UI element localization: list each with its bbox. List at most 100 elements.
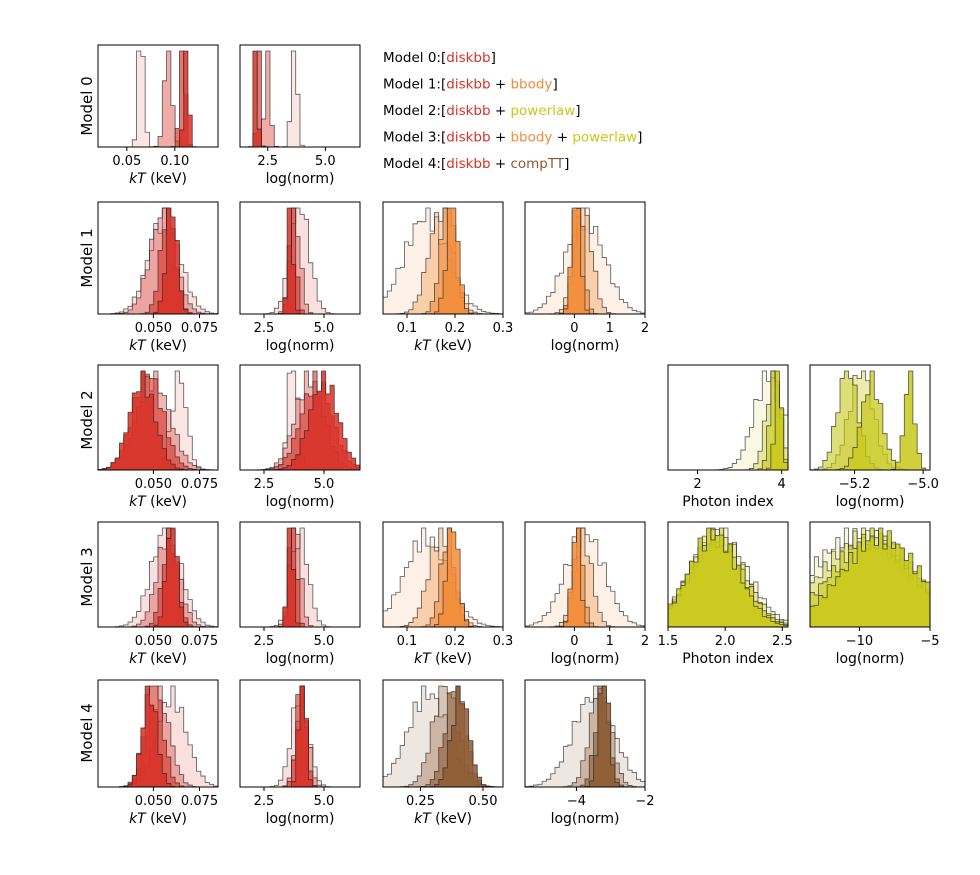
panel-frame [97, 521, 219, 628]
x-tick-label: 1 [606, 634, 614, 649]
panel-r4-c2: 0.25 0.50 kT (keV) [382, 679, 504, 827]
x-tick-label: −4 [567, 794, 586, 809]
x-tick-label: −5.0 [907, 477, 939, 492]
panel-frame [524, 521, 646, 628]
x-tick-label: 0.2 [445, 321, 466, 336]
x-axis-label: log(norm) [266, 338, 335, 354]
panel-frame [239, 364, 361, 471]
x-tick-label: 2.0 [715, 634, 736, 649]
legend: Model 0:[diskbb] Model 1:[diskbb + bbody]… [383, 50, 642, 172]
panel-r3-c4: 1.5 2.0 2.5 Photon index [658, 521, 793, 667]
x-tick-label: 5.0 [314, 794, 335, 809]
x-tick-label: 0.25 [406, 794, 435, 809]
x-tick-label: 0.050 [135, 477, 172, 492]
x-axis-label: Photon index [682, 494, 774, 510]
panel-frame [239, 44, 361, 148]
x-tick-label: 2.5 [254, 321, 275, 336]
x-axis-label: kT (keV) [129, 171, 187, 187]
panel-frame [809, 521, 931, 628]
panel-r0-c0: 0.05 0.10 kT (keV) [97, 44, 219, 187]
x-axis-label: log(norm) [836, 651, 905, 667]
x-axis-label: log(norm) [266, 651, 335, 667]
panel-frame [239, 521, 361, 628]
x-axis-label: Photon index [682, 651, 774, 667]
panel-frame [239, 679, 361, 788]
x-tick-label: 2.5 [254, 634, 275, 649]
x-tick-label: 0.1 [397, 321, 418, 336]
panel-frame [524, 201, 646, 315]
row-label-model-3: Model 3 [78, 547, 96, 606]
panel-frame [97, 364, 219, 471]
panel-frame [382, 521, 504, 628]
row-label-model-2: Model 2 [78, 390, 96, 449]
legend-entry-model-2: Model 2:[diskbb + powerlaw] [383, 103, 581, 119]
panel-frame [382, 679, 504, 788]
legend-entry-model-3: Model 3:[diskbb + bbody + powerlaw] [383, 130, 642, 146]
panel-frame [524, 679, 646, 788]
histogram-series-3 [809, 527, 931, 628]
x-tick-label: 2.5 [772, 634, 793, 649]
x-tick-label: 0.2 [445, 634, 466, 649]
x-tick-label: 2 [641, 321, 649, 336]
x-tick-label: 0.050 [135, 321, 172, 336]
x-tick-label: 0.05 [112, 154, 141, 169]
x-tick-label: −10 [846, 634, 873, 649]
x-tick-label: 0.3 [493, 634, 514, 649]
panel-frame [97, 201, 219, 315]
x-tick-label: 0.50 [469, 794, 498, 809]
panel-r3-c5: −10 −5 log(norm) [809, 521, 940, 667]
x-tick-label: −5 [920, 634, 939, 649]
histogram-series-2 [98, 50, 218, 148]
panel-r4-c3: −4 −2 log(norm) [524, 679, 655, 827]
row-label-model-4: Model 4 [78, 703, 96, 762]
x-tick-label: 0.050 [135, 794, 172, 809]
panel-r1-c0: 0.050 0.075 kT (keV) [97, 201, 219, 354]
x-axis-label: log(norm) [551, 338, 620, 354]
panel-r3-c0: 0.050 0.075 kT (keV) [97, 521, 219, 667]
histogram-series-3 [240, 685, 360, 788]
x-tick-label: 5.0 [314, 634, 335, 649]
histogram-series-0 [98, 50, 218, 148]
x-tick-label: 0.075 [181, 321, 218, 336]
x-tick-label: 2.5 [257, 154, 278, 169]
x-tick-label: 2.5 [254, 477, 275, 492]
x-tick-label: 0 [570, 321, 578, 336]
row-label-model-0: Model 0 [78, 76, 96, 135]
legend-entry-model-0: Model 0:[diskbb] [383, 50, 496, 66]
panel-frame [239, 201, 361, 315]
x-axis-label: kT (keV) [129, 494, 187, 510]
x-axis-label: log(norm) [266, 811, 335, 827]
x-tick-label: 2 [693, 477, 701, 492]
panel-r3-c2: 0.1 0.2 0.3 kT (keV) [382, 521, 514, 667]
x-tick-label: 1.5 [658, 634, 679, 649]
x-axis-label: kT (keV) [129, 338, 187, 354]
x-tick-label: 0.1 [397, 634, 418, 649]
x-axis-label: log(norm) [551, 811, 620, 827]
panel-r2-c4: 2 4 Photon index [667, 364, 789, 510]
histogram-series-3 [98, 50, 218, 148]
x-tick-label: 0.050 [135, 634, 172, 649]
x-tick-label: −5.2 [839, 477, 871, 492]
legend-entry-model-1: Model 1:[diskbb + bbody] [383, 77, 558, 93]
row-label-model-1: Model 1 [78, 228, 96, 287]
histogram-series-1 [98, 50, 218, 148]
x-tick-label: 2.5 [254, 794, 275, 809]
x-tick-label: 0.075 [181, 634, 218, 649]
x-axis-label: kT (keV) [414, 811, 472, 827]
x-tick-label: −2 [635, 794, 654, 809]
x-tick-label: 1 [606, 321, 614, 336]
x-tick-label: 5.0 [315, 154, 336, 169]
x-tick-label: 0.3 [493, 321, 514, 336]
panel-r3-c1: 2.5 5.0 log(norm) [239, 521, 361, 667]
panel-frame [667, 521, 789, 628]
legend-entry-model-4: Model 4:[diskbb + compTT] [383, 156, 569, 172]
panel-frame [97, 44, 219, 148]
x-axis-label: log(norm) [266, 494, 335, 510]
x-axis-label: log(norm) [551, 651, 620, 667]
x-axis-label: kT (keV) [129, 651, 187, 667]
panel-frame [97, 679, 219, 788]
x-tick-label: 0.10 [160, 154, 189, 169]
